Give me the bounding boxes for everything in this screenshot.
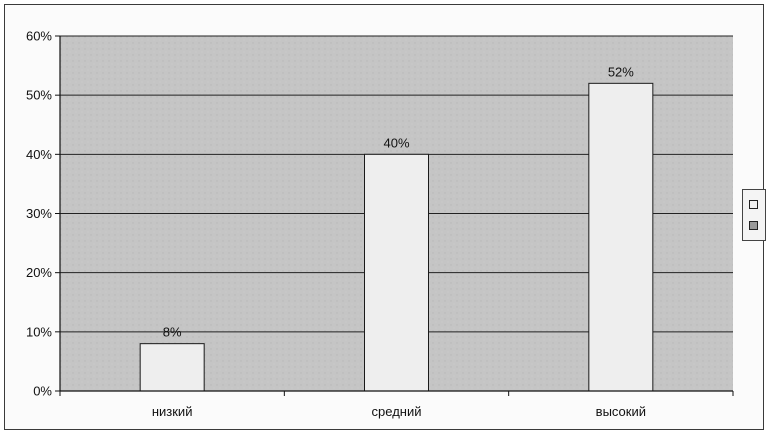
bar-data-label: 40% [383, 135, 409, 150]
y-tick-label: 40% [26, 147, 52, 162]
x-category-label: средний [372, 404, 422, 419]
y-tick-label: 60% [26, 29, 52, 44]
bar [139, 343, 205, 392]
y-tick-label: 0% [33, 384, 52, 399]
bar-data-label: 52% [608, 64, 634, 79]
legend-swatch [749, 221, 758, 230]
y-tick-label: 50% [26, 88, 52, 103]
bar [588, 82, 654, 392]
bar [364, 153, 429, 392]
x-category-label: высокий [596, 404, 646, 419]
legend-swatch [749, 200, 758, 209]
y-tick-label: 10% [26, 324, 52, 339]
bar-data-label: 8% [163, 325, 182, 340]
y-tick-label: 20% [26, 265, 52, 280]
y-tick-label: 30% [26, 206, 52, 221]
x-category-label: низкий [152, 404, 193, 419]
chart-legend [742, 189, 766, 241]
